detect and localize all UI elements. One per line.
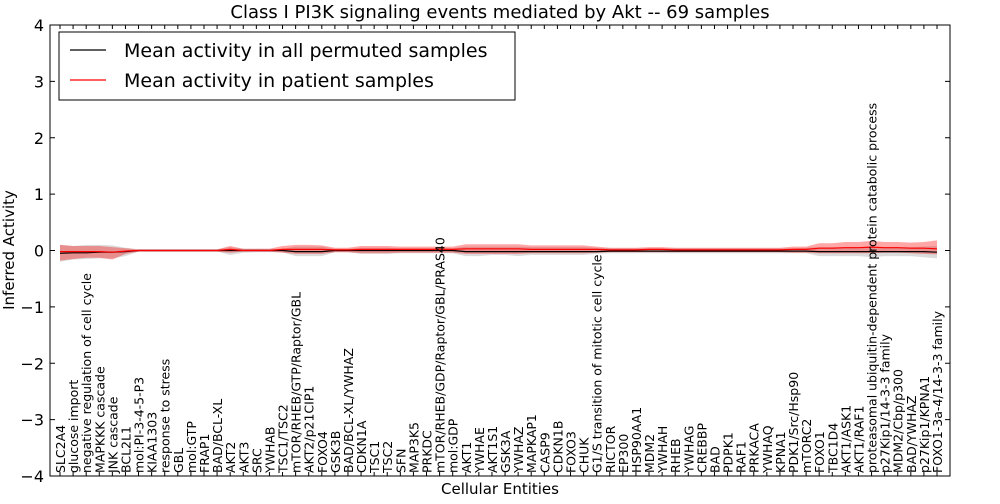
- x-tick-label: CHUK: [577, 437, 592, 473]
- x-tick-label: TSC2: [380, 441, 395, 474]
- y-axis: 4 3 2 1 0 −1 −2 −3 −4: [20, 16, 950, 486]
- legend-label-patient: Mean activity in patient samples: [124, 70, 434, 92]
- x-tick-label: RAF1: [734, 441, 749, 473]
- x-tick-label: PDK1/Src/Hsp90: [786, 372, 801, 473]
- x-tick-label: AKT2: [223, 442, 238, 473]
- x-tick-label: mol:PI-3-4-5-P3: [132, 377, 147, 473]
- x-tick-label: BAD/BCL-XL/YWHAZ: [341, 348, 356, 473]
- y-tick-label: 4: [34, 16, 44, 35]
- x-tick-label: MDM2/Cbp/p300: [891, 369, 906, 473]
- x-tick-label: AKT3: [236, 442, 251, 473]
- x-tick-label: FOXO3: [563, 431, 578, 473]
- x-tick-label: MAP3K5: [406, 422, 421, 473]
- x-tick-label: p27Kip1/14-3-3 family: [878, 333, 893, 473]
- x-tick-label: CDKN1A: [354, 420, 369, 473]
- x-tick-label: RICTOR: [603, 425, 618, 473]
- x-tick-label: SLC2A4: [53, 425, 68, 473]
- x-tick-label: mol:GDP: [446, 418, 461, 473]
- x-tick-label: FRAP1: [197, 434, 212, 473]
- x-tick-label: MAPKKK cascade: [92, 366, 107, 473]
- x-tick-label: EP300: [616, 434, 631, 473]
- series-line-patient: [60, 246, 938, 253]
- x-tick-label: YWHAZ: [511, 426, 526, 474]
- x-tick-label: PDPK1: [721, 432, 736, 473]
- y-tick-label: −1: [20, 298, 44, 317]
- x-tick-label: HSP90AA1: [629, 407, 644, 473]
- x-tick-label: FOXO1: [812, 431, 827, 473]
- x-tick-label: FOXO4: [315, 431, 330, 473]
- x-tick-label: glucose import: [66, 380, 81, 473]
- band-patient: [60, 240, 937, 261]
- x-tick-label: MAPKAP1: [524, 414, 539, 473]
- x-tick-label: AKT1/RAF1: [851, 406, 866, 473]
- x-tick-label: BAD: [707, 446, 722, 473]
- x-tick-label: YWHAB: [262, 426, 277, 474]
- x-tick-label: YWHAE: [472, 427, 487, 474]
- x-tick-label: TSC1/TSC2: [276, 404, 291, 474]
- x-tick-label: BAD/BCL-XL: [210, 399, 225, 473]
- y-tick-label: −2: [20, 354, 44, 373]
- series-lines: [59, 246, 938, 254]
- y-tick-label: 2: [34, 129, 44, 148]
- x-tick-label: GSK3B: [328, 431, 343, 473]
- y-tick-label: −3: [20, 411, 44, 430]
- x-tick-label: RHEB: [668, 438, 683, 473]
- x-tick-label: proteasomal ubiquitin-dependent protein …: [865, 103, 880, 473]
- x-tick-label: response to stress: [158, 359, 173, 473]
- y-axis-label: Inferred Activity: [0, 190, 18, 310]
- x-tick-label: SRC: [249, 448, 264, 473]
- x-tick-label: GBL: [171, 448, 186, 473]
- x-tick-label: mTOR/RHEB/GTP/Raptor/GBL: [289, 292, 304, 473]
- x-tick-label: KPNA1: [773, 431, 788, 473]
- chart-title: Class I PI3K signaling events mediated b…: [230, 2, 769, 23]
- x-tick-label: GSK3A: [498, 430, 513, 473]
- x-tick-label: KIAA1303: [145, 412, 160, 473]
- x-tick-label: mTORC2: [799, 419, 814, 473]
- x-tick-label: negative regulation of cell cycle: [79, 273, 94, 473]
- legend: Mean activity in all permuted samples Me…: [58, 31, 516, 101]
- x-tick-label: MDM2: [642, 434, 657, 473]
- x-tick-label: AKT1/ASK1: [838, 405, 853, 473]
- x-tick-label: FOXO1-3a-4/14-3-3 family: [930, 310, 945, 473]
- y-tick-label: 1: [34, 185, 44, 204]
- x-tick-label: AKT1S1: [485, 426, 500, 473]
- x-axis-label: Cellular Entities: [441, 480, 559, 498]
- x-tick-label: G1/S transition of mitotic cell cycle: [590, 254, 605, 473]
- x-tick-label: YWHAQ: [760, 425, 775, 474]
- x-tick-label: TSC1: [367, 441, 382, 474]
- x-tick-label: mTOR/RHEB/GDP/Raptor/GBL/PRAS40: [433, 237, 448, 473]
- y-tick-label: 3: [34, 72, 44, 91]
- y-tick-label: −4: [20, 467, 44, 486]
- x-tick-label: CASP9: [537, 432, 552, 473]
- x-tick-label: YWHAH: [655, 426, 670, 474]
- x-tick-label: PRKACA: [747, 423, 762, 473]
- x-tick-label: PRKDC: [420, 430, 435, 473]
- x-tick-label: JNK cascade: [105, 396, 120, 474]
- x-tick-label: BAD/YWHAZ: [904, 396, 919, 473]
- x-tick-label: AKT1: [459, 442, 474, 473]
- x-tick-label: SFN: [393, 449, 408, 473]
- x-tick-label: mol:GTP: [184, 421, 199, 473]
- x-tick-label: p27Kip1/KPNA1: [917, 376, 932, 473]
- x-tick-label: AKT2/p21CIP1: [302, 386, 317, 473]
- x-tick-label: CREBBP: [694, 423, 709, 473]
- x-tick-label: BCL2L1: [118, 426, 133, 473]
- legend-label-permuted: Mean activity in all permuted samples: [124, 40, 487, 62]
- y-tick-label: 0: [34, 242, 44, 261]
- legend-box: [58, 31, 516, 101]
- x-tick-label: TBC1D4: [825, 423, 840, 474]
- x-tick-label: CDKN1B: [550, 421, 565, 473]
- x-tick-label: YWHAG: [681, 426, 696, 474]
